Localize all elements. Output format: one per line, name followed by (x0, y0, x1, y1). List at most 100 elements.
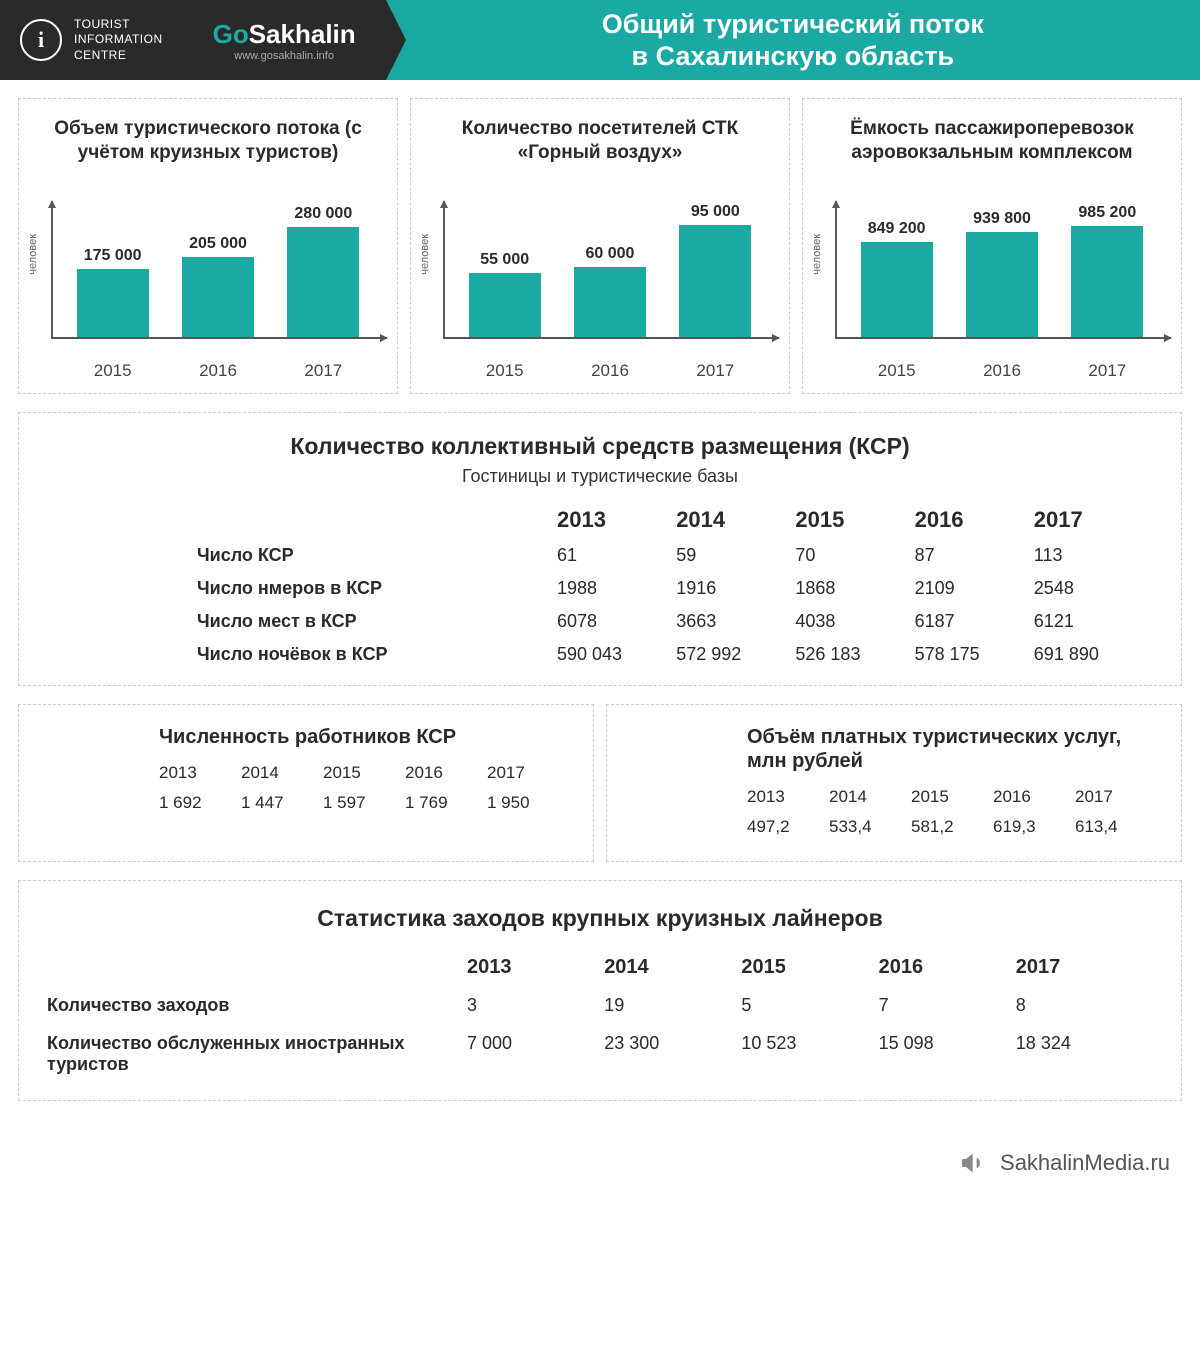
workers-panel: Численность работников КСР 2013201420152… (18, 704, 594, 862)
table-cell: 691 890 (1034, 644, 1153, 665)
y-axis (443, 201, 445, 339)
table-cell: 1 447 (241, 793, 323, 813)
cruise-panel: Статистика заходов крупных круизных лайн… (18, 880, 1182, 1101)
ksr-subtitle: Гостиницы и туристические базы (47, 466, 1153, 487)
bar-value-label: 60 000 (586, 245, 635, 263)
chart-card: Объем туристического потока (с учётом кр… (18, 98, 398, 394)
table-cell: 59 (676, 545, 795, 566)
table-row-label: Число мест в КСР (197, 611, 557, 632)
x-tick-label: 2017 (276, 361, 371, 381)
main-title: Общий туристический потокв Сахалинскую о… (386, 0, 1200, 80)
table-cell: 1 597 (323, 793, 405, 813)
x-tick-label: 2017 (668, 361, 763, 381)
bar-value-label: 175 000 (84, 247, 142, 265)
table-header: 2016 (993, 787, 1075, 807)
megaphone-icon (958, 1147, 990, 1179)
table-cell: 581,2 (911, 817, 993, 837)
brand-name: GoSakhalin (213, 19, 356, 50)
bar-value-label: 205 000 (189, 235, 247, 253)
charts-row: Объем туристического потока (с учётом кр… (18, 98, 1182, 394)
table-cell: 619,3 (993, 817, 1075, 837)
chart-area: человек849 200939 800985 200 (813, 201, 1171, 361)
table-cell: 113 (1034, 545, 1153, 566)
bar (1071, 226, 1143, 339)
y-axis-label: человек (27, 234, 39, 275)
table-header: 2016 (879, 956, 1016, 979)
x-axis (443, 337, 779, 339)
table-header: 2013 (467, 956, 604, 979)
table-cell: 18 324 (1016, 1033, 1153, 1076)
table-header: 2013 (557, 507, 676, 533)
workers-table: 201320142015201620171 6921 4471 5971 769… (159, 763, 569, 813)
services-table: 20132014201520162017497,2533,4581,2619,3… (747, 787, 1157, 837)
bar-value-label: 849 200 (868, 220, 926, 238)
bar-wrap: 985 200 (1060, 204, 1155, 339)
table-cell: 8 (1016, 995, 1153, 1017)
table-header: 2013 (159, 763, 241, 783)
table-cell: 70 (795, 545, 914, 566)
content: Объем туристического потока (с учётом кр… (0, 80, 1200, 1137)
bar (287, 227, 359, 339)
bar-wrap: 280 000 (276, 205, 371, 339)
services-title: Объём платных туристических услуг, млн р… (747, 725, 1157, 773)
table-header: 2017 (1016, 956, 1153, 979)
cruise-table: 20132014201520162017Количество заходов31… (47, 956, 1153, 1076)
table-header: 2015 (795, 507, 914, 533)
table-cell: 3663 (676, 611, 795, 632)
x-labels: 201520162017 (813, 361, 1171, 381)
table-cell: 15 098 (879, 1033, 1016, 1076)
table-cell: 87 (915, 545, 1034, 566)
x-tick-label: 2016 (170, 361, 265, 381)
table-cell: 7 000 (467, 1033, 604, 1076)
chart-area: человек 175 000 205 000 280 000 (29, 201, 387, 361)
table-row-label: Количество обслуженных иностранных турис… (47, 1033, 467, 1076)
table-cell: 6187 (915, 611, 1034, 632)
table-cell: 2548 (1034, 578, 1153, 599)
x-tick-label: 2016 (954, 361, 1049, 381)
brand-url: www.gosakhalin.info (234, 50, 334, 62)
table-row-label: Число нмеров в КСР (197, 578, 557, 599)
table-cell: 590 043 (557, 644, 676, 665)
table-cell: 6078 (557, 611, 676, 632)
table-cell: 7 (879, 995, 1016, 1017)
bar (77, 269, 149, 339)
table-cell: 19 (604, 995, 741, 1017)
x-labels: 201520162017 (29, 361, 387, 381)
bar-wrap: 175 000 (65, 247, 160, 339)
table-cell: 578 175 (915, 644, 1034, 665)
bar-value-label: 280 000 (294, 205, 352, 223)
ksr-title: Количество коллективный средств размещен… (47, 433, 1153, 460)
table-cell: 4038 (795, 611, 914, 632)
x-tick-label: 2015 (849, 361, 944, 381)
y-axis-label: человек (419, 234, 431, 275)
x-tick-label: 2015 (457, 361, 552, 381)
table-cell: 61 (557, 545, 676, 566)
bar-value-label: 55 000 (480, 251, 529, 269)
x-tick-label: 2016 (562, 361, 657, 381)
half-row: Численность работников КСР 2013201420152… (18, 704, 1182, 862)
workers-title: Численность работников КСР (159, 725, 569, 749)
table-header: 2014 (676, 507, 795, 533)
bar-wrap: 95 000 (668, 203, 763, 339)
table-header: 2017 (1034, 507, 1153, 533)
footer-credit: SakhalinMedia.ru (1000, 1150, 1170, 1176)
table-cell: 1916 (676, 578, 795, 599)
table-cell: 613,4 (1075, 817, 1157, 837)
x-axis (835, 337, 1171, 339)
header: i TOURISTINFORMATIONCENTRE GoSakhalin ww… (0, 0, 1200, 80)
table-header: 2016 (405, 763, 487, 783)
chart-title: Объем туристического потока (с учётом кр… (29, 117, 387, 189)
table-header: 2014 (829, 787, 911, 807)
table-row-label: Число ночёвок в КСР (197, 644, 557, 665)
bar-value-label: 985 200 (1078, 204, 1136, 222)
table-header: 2015 (911, 787, 993, 807)
info-icon: i (20, 19, 62, 61)
table-cell: 1988 (557, 578, 676, 599)
chart-title: Ёмкость пассажироперевозок аэровокзальны… (813, 117, 1171, 189)
services-panel: Объём платных туристических услуг, млн р… (606, 704, 1182, 862)
bar-wrap: 55 000 (457, 251, 552, 339)
table-header: 2014 (604, 956, 741, 979)
table-cell: 1868 (795, 578, 914, 599)
ksr-table: 20132014201520162017Число КСР61597087113… (197, 507, 1153, 665)
chart-area: человек 55 000 60 000 95 000 (421, 201, 779, 361)
